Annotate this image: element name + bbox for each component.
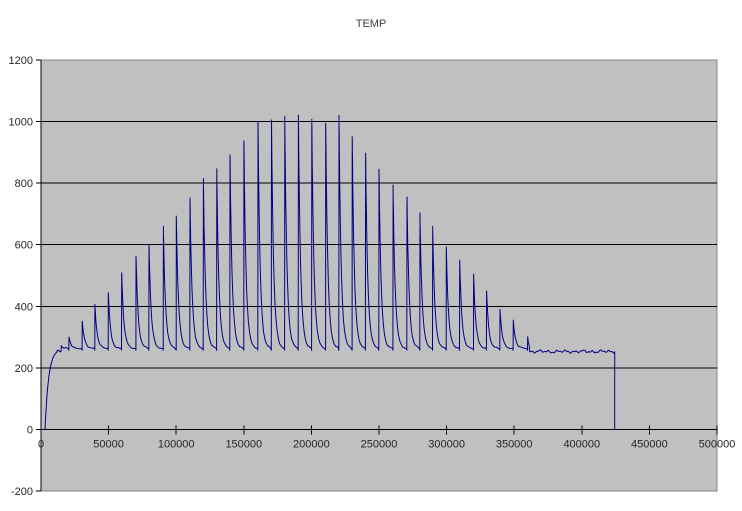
x-tick-label: 450000 xyxy=(631,438,668,450)
x-tick-label: 500000 xyxy=(699,438,736,450)
y-tick-label: 400 xyxy=(15,301,33,313)
y-tick-label: 600 xyxy=(15,240,33,252)
x-tick-label: 250000 xyxy=(361,438,398,450)
x-tick-label: 50000 xyxy=(93,438,124,450)
y-tick-label: -200 xyxy=(11,486,33,498)
y-tick-label: 1200 xyxy=(9,55,33,67)
y-tick-label: 1000 xyxy=(9,117,33,129)
y-tick-label: 200 xyxy=(15,363,33,375)
y-tick-label: 800 xyxy=(15,178,33,190)
x-tick-label: 200000 xyxy=(293,438,330,450)
x-tick-label: 0 xyxy=(38,438,44,450)
y-tick-label: 0 xyxy=(27,424,33,436)
x-tick-label: 400000 xyxy=(563,438,600,450)
temp-series-line xyxy=(44,114,616,430)
x-tick-label: 150000 xyxy=(225,438,262,450)
x-tick-label: 300000 xyxy=(428,438,465,450)
x-tick-label: 100000 xyxy=(158,438,195,450)
chart-title: TEMP xyxy=(356,18,387,30)
x-tick-label: 350000 xyxy=(496,438,533,450)
